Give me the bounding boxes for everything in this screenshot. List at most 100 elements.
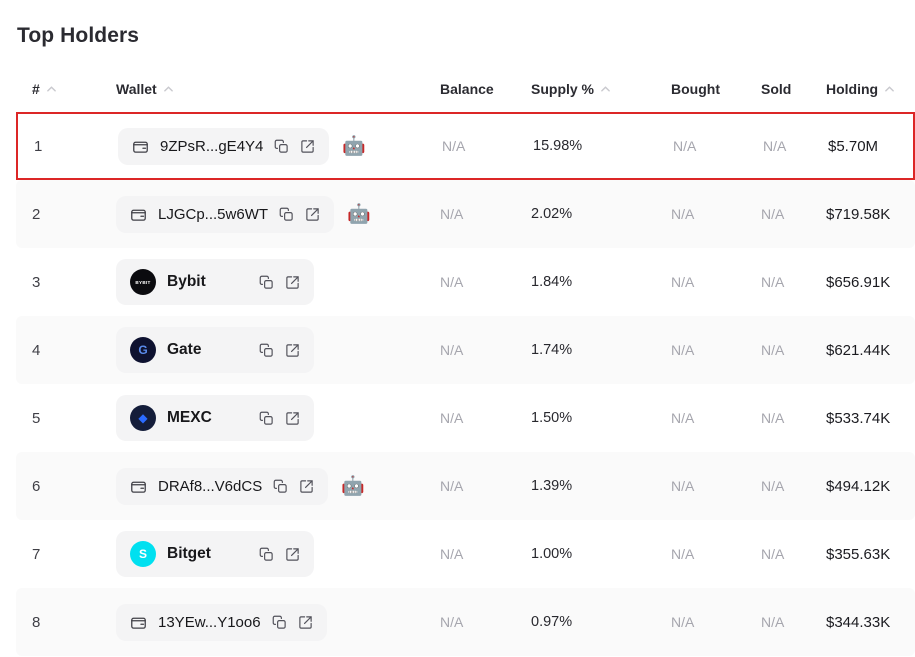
balance-cell: N/A <box>440 342 464 358</box>
page-title: Top Holders <box>17 24 140 47</box>
balance-cell: N/A <box>442 138 466 154</box>
wallet-icon <box>132 138 149 155</box>
bought-cell: N/A <box>671 614 695 630</box>
sold-cell: N/A <box>761 274 785 290</box>
bought-cell: N/A <box>671 546 695 562</box>
supply-cell: 1.74% <box>531 342 573 358</box>
wallet-label: Gate <box>167 341 202 358</box>
sort-caret-icon <box>46 86 56 92</box>
rank: 5 <box>32 409 41 427</box>
copy-icon[interactable] <box>259 411 274 426</box>
rank-cell: 2 <box>32 206 116 223</box>
copy-icon[interactable] <box>273 479 288 494</box>
wallet-pill[interactable]: G Gate <box>116 327 314 373</box>
holding-cell: $621.44K <box>826 341 891 359</box>
holding-cell: $494.12K <box>826 477 891 495</box>
bought-cell: N/A <box>673 138 697 154</box>
wallet-pill[interactable]: LJGCp...5w6WT <box>116 195 335 233</box>
column-label: Sold <box>761 81 792 97</box>
table-row: 4 G Gate N/A 1.74% N/A N/A $621.44K <box>16 316 915 384</box>
exchange-logo-icon: ◆ <box>130 405 156 431</box>
column-header-supply[interactable]: Supply % <box>531 81 671 97</box>
holding-cell: $719.58K <box>826 205 891 223</box>
column-label: Bought <box>671 81 720 97</box>
column-header-bought: Bought <box>671 81 761 97</box>
top-holders-table: # Wallet Balance Supply % Bought Sold Ho… <box>16 66 915 656</box>
copy-icon[interactable] <box>279 207 294 222</box>
external-link-icon[interactable] <box>298 615 313 630</box>
wallet-cell: BYBIT Bybit <box>116 259 440 305</box>
rank: 7 <box>32 545 41 563</box>
wallet-pill[interactable]: 9ZPsR...gE4Y4 <box>118 127 330 165</box>
wallet-cell: LJGCp...5w6WT 🤖 <box>116 195 440 233</box>
supply-cell: 0.97% <box>531 614 573 630</box>
external-link-icon[interactable] <box>300 139 315 154</box>
table-header: # Wallet Balance Supply % Bought Sold Ho… <box>16 66 915 112</box>
exchange-logo-icon: S <box>130 541 156 567</box>
external-link-icon[interactable] <box>285 275 300 290</box>
table-row: 8 13YEw...Y1oo6 N/A 0.97% N/A N/A $344.3… <box>16 588 915 656</box>
bot-icon: 🤖 <box>341 475 365 497</box>
column-label: # <box>32 81 40 97</box>
sold-cell: N/A <box>761 546 785 562</box>
holding-cell: $355.63K <box>826 545 891 563</box>
wallet-pill[interactable]: 13YEw...Y1oo6 <box>116 603 327 641</box>
wallet-cell: 13YEw...Y1oo6 <box>116 603 440 641</box>
copy-icon[interactable] <box>259 275 274 290</box>
wallet-pill[interactable]: ◆ MEXC <box>116 395 314 441</box>
table-row: 5 ◆ MEXC N/A 1.50% N/A N/A $533.74K <box>16 384 915 452</box>
column-label: Wallet <box>116 81 157 97</box>
wallet-cell: ◆ MEXC <box>116 395 440 441</box>
holding-cell: $533.74K <box>826 409 891 427</box>
supply-cell: 1.00% <box>531 546 573 562</box>
copy-icon[interactable] <box>259 547 274 562</box>
column-header-sold: Sold <box>761 81 826 97</box>
wallet-label: DRAf8...V6dCS <box>158 477 263 495</box>
external-link-icon[interactable] <box>285 411 300 426</box>
external-link-icon[interactable] <box>285 343 300 358</box>
sold-cell: N/A <box>761 342 785 358</box>
rank-cell: 1 <box>34 138 118 155</box>
table-row: 3 BYBIT Bybit N/A 1.84% N/A N/A $656.91K <box>16 248 915 316</box>
table-row: 7 S Bitget N/A 1.00% N/A N/A $355.63K <box>16 520 915 588</box>
table-body: 1 9ZPsR...gE4Y4 🤖 N/A 15.98% N/A N/A $5.… <box>16 112 915 656</box>
sold-cell: N/A <box>763 138 787 154</box>
sold-cell: N/A <box>761 614 785 630</box>
column-header-rank[interactable]: # <box>32 81 116 97</box>
external-link-icon[interactable] <box>299 479 314 494</box>
rank: 6 <box>32 477 41 495</box>
rank: 3 <box>32 273 41 291</box>
bought-cell: N/A <box>671 478 695 494</box>
exchange-logo-icon: BYBIT <box>130 269 156 295</box>
holding-cell: $344.33K <box>826 613 891 631</box>
rank: 1 <box>34 137 43 155</box>
wallet-label: LJGCp...5w6WT <box>158 205 269 223</box>
holding-cell: $5.70M <box>828 137 879 155</box>
column-header-holding[interactable]: Holding <box>826 81 915 97</box>
sold-cell: N/A <box>761 478 785 494</box>
wallet-pill[interactable]: S Bitget <box>116 531 314 577</box>
external-link-icon[interactable] <box>305 207 320 222</box>
column-label: Balance <box>440 81 494 97</box>
balance-cell: N/A <box>440 206 464 222</box>
rank: 8 <box>32 613 41 631</box>
supply-cell: 15.98% <box>533 138 583 154</box>
column-header-wallet[interactable]: Wallet <box>116 81 440 97</box>
wallet-pill[interactable]: BYBIT Bybit <box>116 259 314 305</box>
rank: 4 <box>32 341 41 359</box>
wallet-cell: S Bitget <box>116 531 440 577</box>
copy-icon[interactable] <box>259 343 274 358</box>
copy-icon[interactable] <box>272 615 287 630</box>
exchange-logo-icon: G <box>130 337 156 363</box>
wallet-label: Bybit <box>167 273 206 290</box>
copy-icon[interactable] <box>274 139 289 154</box>
bought-cell: N/A <box>671 342 695 358</box>
wallet-pill[interactable]: DRAf8...V6dCS <box>116 467 329 505</box>
wallet-icon <box>130 478 147 495</box>
external-link-icon[interactable] <box>285 547 300 562</box>
rank-cell: 5 <box>32 410 116 427</box>
rank-cell: 6 <box>32 478 116 495</box>
supply-cell: 1.50% <box>531 410 573 426</box>
sort-caret-icon <box>601 86 610 92</box>
wallet-cell: 9ZPsR...gE4Y4 🤖 <box>118 127 442 165</box>
